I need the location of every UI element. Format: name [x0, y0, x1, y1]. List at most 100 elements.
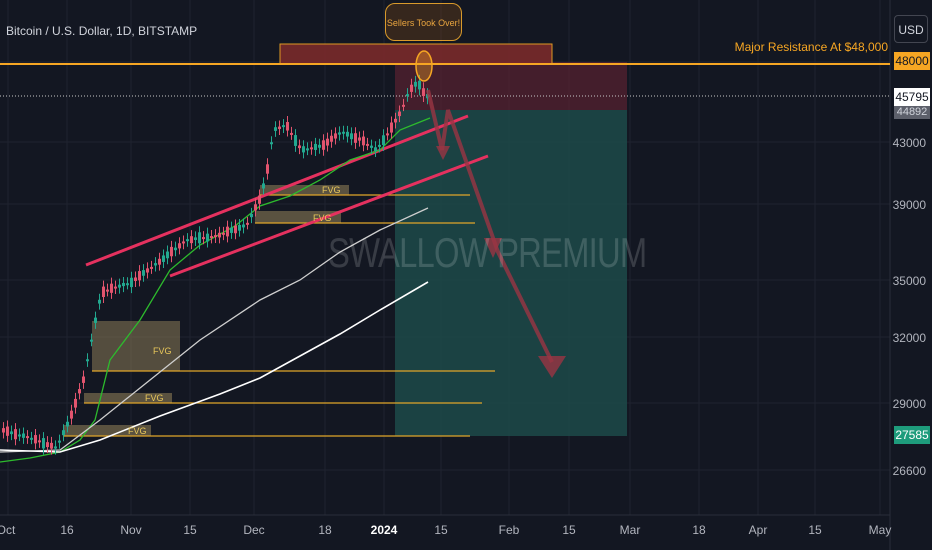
candle-body	[110, 283, 113, 293]
candle-body	[374, 147, 377, 152]
candle-body	[70, 410, 73, 419]
candle-body	[34, 435, 37, 444]
candle-body	[366, 143, 369, 146]
candle-body	[166, 251, 169, 259]
candle-body	[82, 376, 85, 383]
candle-body	[150, 266, 153, 269]
y-tick-label: 43000	[892, 136, 926, 150]
candle-body	[306, 148, 309, 151]
candle-body	[286, 122, 289, 131]
y-tick-label: 35000	[892, 274, 926, 288]
candle-body	[334, 133, 337, 139]
x-tick-label: May	[868, 523, 892, 537]
fvg-box	[63, 425, 151, 436]
candle-body	[46, 442, 49, 448]
candle-body	[54, 446, 57, 449]
arrowhead-icon	[436, 146, 450, 160]
candle-body	[78, 389, 81, 394]
candle-body	[278, 126, 281, 130]
candle-body	[170, 246, 173, 257]
candle-body	[290, 132, 293, 135]
candle-body	[194, 237, 197, 240]
candle-body	[186, 239, 189, 242]
x-tick-label: Nov	[120, 523, 142, 537]
candle-body	[86, 359, 89, 362]
candle-body	[66, 421, 69, 427]
projection-arrow-path	[426, 89, 554, 363]
candle-body	[190, 236, 193, 244]
candle-body	[234, 225, 237, 234]
price-tag-target: 27585	[894, 426, 930, 444]
fvg-label: FVG	[313, 213, 332, 223]
arrowhead-icon	[484, 238, 502, 258]
sell-highlight-circle	[415, 50, 433, 82]
currency-button[interactable]: USD	[894, 15, 928, 43]
candle-body	[394, 118, 397, 123]
x-tick-label: 16	[60, 523, 74, 537]
x-tick-label: 2024	[370, 523, 398, 537]
watermark: SWALLOW PREMIUM	[328, 229, 647, 276]
candle-body	[222, 232, 225, 235]
candle-body	[398, 111, 401, 117]
candle-body	[382, 135, 385, 146]
candle-body	[238, 224, 241, 231]
candle-body	[330, 135, 333, 142]
candle-body	[262, 183, 265, 189]
candle-body	[226, 226, 229, 237]
candle-body	[90, 339, 93, 342]
candle-body	[98, 299, 101, 304]
y-tick-label: 32000	[892, 331, 926, 345]
candle-body	[298, 145, 301, 149]
candle-body	[402, 104, 405, 107]
x-tick-label: 15	[808, 523, 822, 537]
candle-body	[214, 235, 217, 238]
candle-body	[378, 144, 381, 147]
candle-body	[302, 146, 305, 153]
candle-body	[106, 289, 109, 292]
price-tag-resistance: 48000	[894, 52, 930, 70]
candle-body	[206, 233, 209, 242]
price-tag-current: 45795	[894, 88, 930, 106]
candle-body	[158, 258, 161, 265]
price-tag-hidden: 44892	[894, 105, 930, 119]
candle-body	[94, 317, 97, 323]
candle-body	[142, 270, 145, 276]
candle-body	[122, 282, 125, 287]
ema-slow-line	[0, 281, 429, 453]
candle-body	[230, 227, 233, 233]
candle-body	[42, 438, 45, 449]
candle-body	[406, 94, 409, 97]
candle-body	[202, 237, 205, 240]
sellers-callout: Sellers Took Over!	[385, 3, 462, 41]
x-tick-label: 15	[183, 523, 197, 537]
channel-lower-line	[169, 154, 489, 278]
x-tick-label: Apr	[748, 523, 768, 537]
candle-body	[246, 222, 249, 225]
candle-body	[102, 286, 105, 298]
resistance-label: Major Resistance At $48,000	[734, 40, 888, 54]
candle-body	[162, 255, 165, 262]
fvg-label: FVG	[128, 426, 147, 436]
ema-mid-line	[0, 207, 429, 453]
short-stop-zone	[395, 62, 627, 110]
x-tick-label: 15	[434, 523, 448, 537]
candle-body	[250, 213, 253, 218]
candle-body	[118, 284, 121, 288]
candle-body	[242, 224, 245, 228]
candle-body	[146, 268, 149, 273]
candle-body	[130, 277, 133, 288]
x-tick-label: Feb	[498, 523, 520, 537]
candle-body	[314, 143, 317, 150]
candle-body	[14, 429, 17, 440]
candle-body	[322, 140, 325, 150]
candle-body	[198, 232, 201, 244]
candle-body	[2, 428, 5, 433]
candle-body	[58, 440, 61, 443]
candle-body	[362, 136, 365, 146]
candle-body	[182, 241, 185, 244]
candle-body	[10, 431, 13, 435]
ema-fast-line	[0, 117, 431, 463]
fvg-label: FVG	[145, 393, 164, 403]
